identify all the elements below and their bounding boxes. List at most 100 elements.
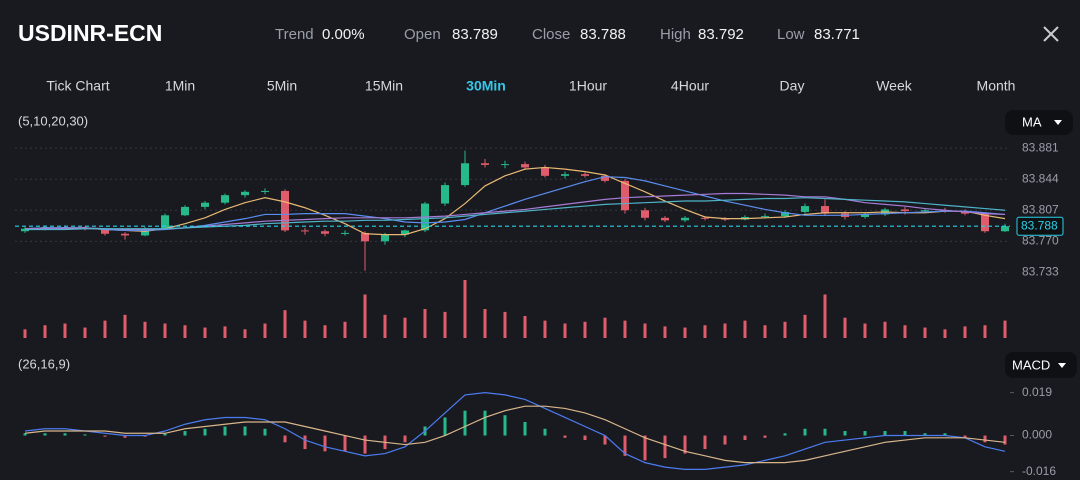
- macd-bar: [183, 431, 187, 436]
- button-bg: [1005, 110, 1073, 135]
- candle-body: [621, 180, 629, 211]
- macd-bar: [963, 435, 967, 438]
- macd-bar: [23, 433, 27, 436]
- volume-bar: [223, 326, 227, 338]
- macd-bar: [523, 421, 527, 436]
- macd-bar: [483, 410, 487, 436]
- volume-bar: [363, 294, 367, 338]
- candle-body: [541, 167, 549, 176]
- stat-value: 83.771: [814, 26, 860, 43]
- macd-bar: [683, 435, 687, 454]
- close-icon: [1043, 26, 1059, 42]
- timeframe-tab[interactable]: Week: [876, 78, 913, 94]
- indicator-line: [24, 392, 1006, 470]
- macd-bar: [823, 428, 827, 436]
- volume-bar: [83, 327, 87, 338]
- candle-body: [501, 164, 509, 166]
- macd-bar: [323, 435, 327, 452]
- candle-body: [641, 210, 649, 218]
- macd-bar: [43, 433, 47, 436]
- close-button[interactable]: [1043, 26, 1059, 42]
- ma-params: (5,10,20,30): [18, 113, 88, 128]
- candle-body: [481, 163, 489, 165]
- candle-body: [381, 234, 389, 242]
- y-tick-label: 83.733: [1022, 265, 1059, 279]
- volume-bar: [983, 325, 987, 338]
- macd-bar: [563, 435, 567, 438]
- volume-bar: [183, 325, 187, 338]
- volume-bar: [903, 325, 907, 338]
- price-tag: [1016, 216, 1064, 236]
- candle-body: [341, 232, 349, 234]
- symbol: USDINR-ECN: [18, 20, 162, 46]
- macd-selector[interactable]: MACD: [1005, 352, 1077, 378]
- candle-body: [861, 214, 869, 217]
- stat-label: Close: [532, 26, 570, 43]
- timeframe-tab[interactable]: 5Min: [267, 78, 297, 94]
- y-tick-label: -0.016: [1022, 464, 1056, 478]
- volume-bar: [383, 314, 387, 338]
- macd-bar: [923, 433, 927, 436]
- volume-bar: [883, 321, 887, 338]
- stat-value: 83.792: [698, 26, 744, 43]
- volume-bar: [63, 323, 67, 338]
- volume-bar: [623, 320, 627, 338]
- timeframe-tab[interactable]: 4Hour: [671, 78, 709, 94]
- stat-label: Trend: [275, 26, 314, 43]
- candle-body: [121, 233, 129, 236]
- timeframe-tab[interactable]: 15Min: [365, 78, 403, 94]
- macd-bar: [783, 433, 787, 436]
- volume-bar: [1003, 320, 1007, 338]
- candle-body: [241, 191, 249, 196]
- macd-bar: [663, 435, 667, 459]
- macd-bar: [303, 435, 307, 450]
- volume-bar: [583, 321, 587, 338]
- candle-body: [361, 232, 369, 242]
- volume-bar: [403, 317, 407, 338]
- timeframe-tab[interactable]: Month: [977, 78, 1016, 94]
- volume-bar: [43, 325, 47, 338]
- macd-bar: [743, 435, 747, 441]
- macd-bar: [863, 431, 867, 436]
- volume-bar: [163, 323, 167, 338]
- button-label: MACD: [1012, 357, 1050, 372]
- stat-value: 83.788: [580, 26, 626, 43]
- ma-selector[interactable]: MA: [1005, 110, 1073, 135]
- macd-params: (26,16,9): [18, 356, 70, 371]
- candle-body: [281, 190, 289, 231]
- macd-bar: [723, 435, 727, 445]
- volume-bar: [283, 310, 287, 338]
- candle-body: [921, 210, 929, 212]
- macd-bar: [843, 431, 847, 436]
- volume-bar: [643, 323, 647, 338]
- stat-label: High: [660, 26, 691, 43]
- macd-bar: [363, 435, 367, 454]
- y-tick-label: 0.000: [1022, 428, 1052, 442]
- volume-bar: [783, 321, 787, 338]
- button-bg: [1005, 352, 1077, 378]
- volume-bar: [563, 323, 567, 338]
- volume-bar: [763, 325, 767, 338]
- macd-bar: [403, 435, 407, 443]
- candle-body: [201, 202, 209, 207]
- timeframe-tab[interactable]: Tick Chart: [46, 78, 109, 94]
- candle-body: [521, 164, 529, 168]
- volume-bar: [463, 280, 467, 338]
- timeframe-tab[interactable]: 1Hour: [569, 78, 607, 94]
- candle-body: [761, 216, 769, 218]
- indicator-line: [25, 197, 1006, 231]
- candle-body: [461, 163, 469, 186]
- timeframe-tab[interactable]: Day: [780, 78, 805, 94]
- timeframe-tab[interactable]: 1Min: [165, 78, 195, 94]
- macd-bar: [103, 435, 107, 437]
- macd-bar: [443, 417, 447, 436]
- volume-bar: [23, 329, 27, 338]
- candle-body: [701, 217, 709, 219]
- timeframe-tab[interactable]: 30Min: [466, 78, 506, 94]
- candle-body: [141, 228, 149, 236]
- y-tick-label: 83.770: [1022, 233, 1059, 247]
- candle-body: [261, 190, 269, 192]
- candle-body: [1001, 226, 1009, 232]
- volume-bar: [103, 320, 107, 338]
- volume-bar: [483, 309, 487, 338]
